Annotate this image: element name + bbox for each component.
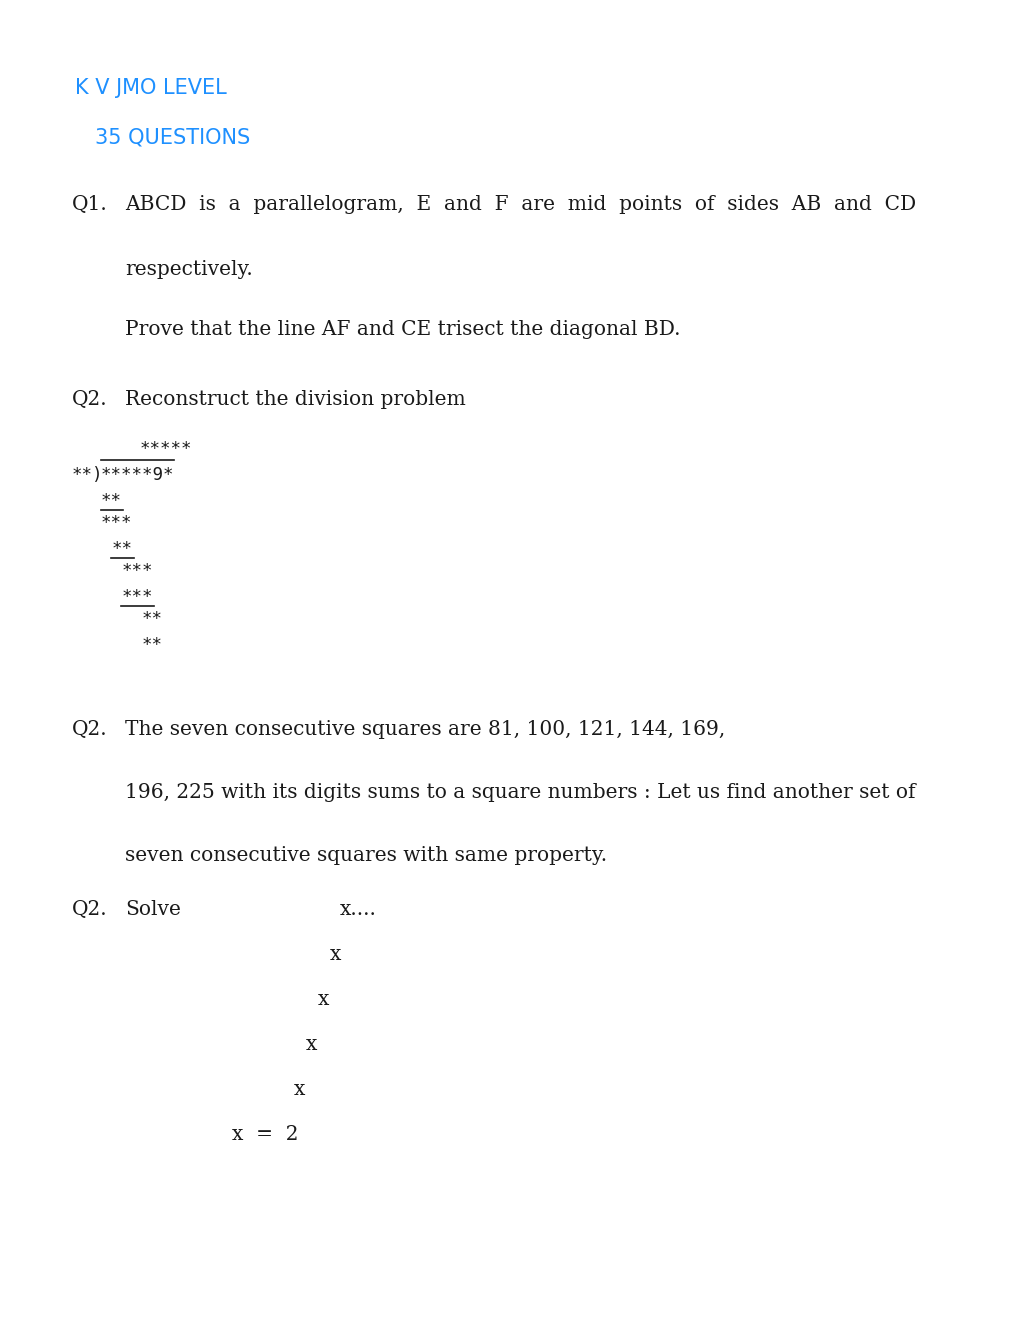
Text: ***: *** xyxy=(101,513,132,532)
Text: Q2.: Q2. xyxy=(72,719,108,739)
Text: ): ) xyxy=(92,466,102,484)
Text: Solve: Solve xyxy=(125,900,180,919)
Text: x....: x.... xyxy=(339,900,376,919)
Text: Q2.: Q2. xyxy=(72,900,108,919)
Text: Q2.: Q2. xyxy=(72,389,108,409)
Text: The seven consecutive squares are 81, 100, 121, 144, 169,: The seven consecutive squares are 81, 10… xyxy=(125,719,725,739)
Text: Q1.: Q1. xyxy=(72,195,108,214)
Text: Reconstruct the division problem: Reconstruct the division problem xyxy=(125,389,466,409)
Text: **: ** xyxy=(142,610,163,628)
Text: ***: *** xyxy=(121,562,153,579)
Text: *****9*: *****9* xyxy=(101,466,174,484)
Text: K V JMO LEVEL: K V JMO LEVEL xyxy=(75,78,226,98)
Text: **: ** xyxy=(72,466,93,484)
Text: **: ** xyxy=(111,540,132,558)
Text: Prove that the line AF and CE trisect the diagonal BD.: Prove that the line AF and CE trisect th… xyxy=(125,319,680,339)
Text: respectively.: respectively. xyxy=(125,260,253,279)
Text: ***: *** xyxy=(121,587,153,606)
Text: 35 QUESTIONS: 35 QUESTIONS xyxy=(95,128,250,148)
Text: x: x xyxy=(293,1080,305,1100)
Text: *****: ***** xyxy=(140,440,193,458)
Text: x: x xyxy=(306,1035,317,1053)
Text: **: ** xyxy=(101,492,122,510)
Text: x: x xyxy=(330,945,341,964)
Text: 196, 225 with its digits sums to a square numbers : Let us find another set of: 196, 225 with its digits sums to a squar… xyxy=(125,783,915,803)
Text: seven consecutive squares with same property.: seven consecutive squares with same prop… xyxy=(125,846,606,865)
Text: x: x xyxy=(318,990,329,1008)
Text: ABCD  is  a  parallelogram,  E  and  F  are  mid  points  of  sides  AB  and  CD: ABCD is a parallelogram, E and F are mid… xyxy=(125,195,915,214)
Text: **: ** xyxy=(142,636,163,653)
Text: x  =  2: x = 2 xyxy=(231,1125,299,1144)
